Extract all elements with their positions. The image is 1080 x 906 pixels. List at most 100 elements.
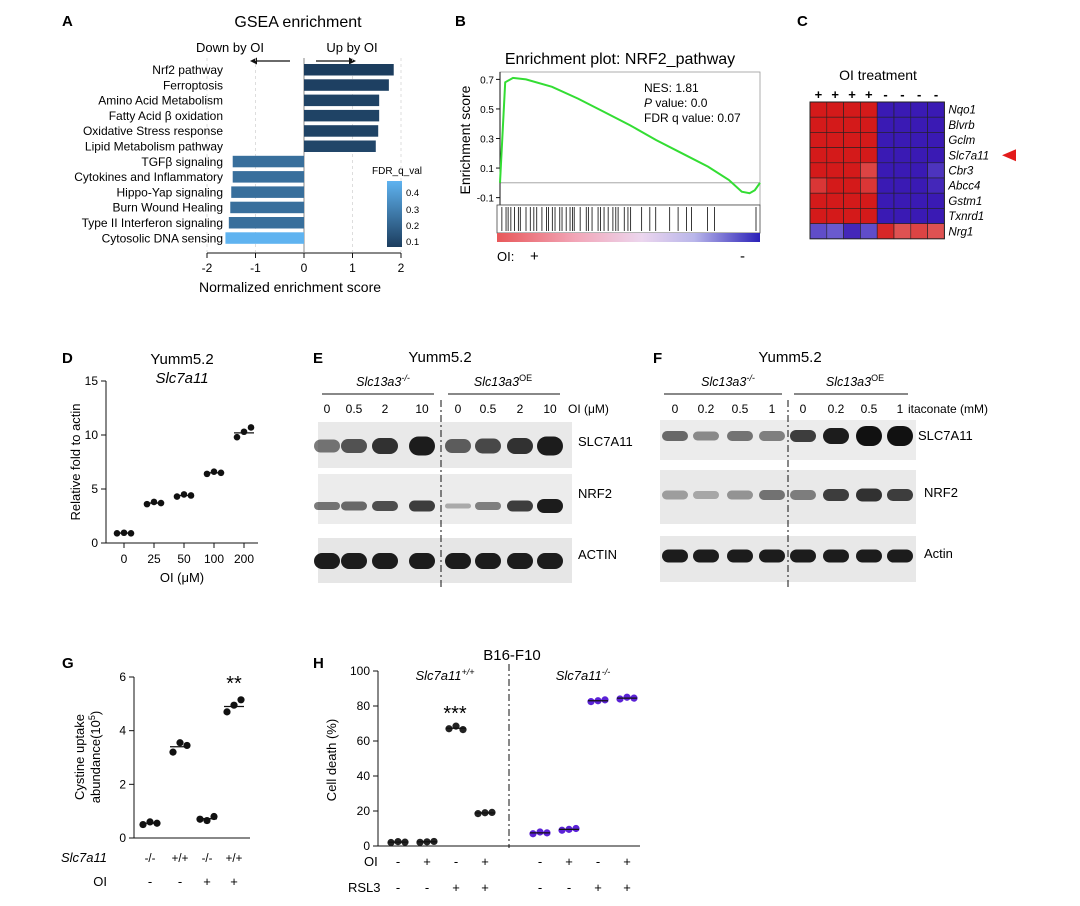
c-heatmap-cell: [843, 147, 861, 164]
fdr-legend-tick: 0.1: [406, 237, 419, 248]
c-heatmap-cell: [860, 101, 878, 118]
b-plot-frame: [499, 71, 761, 206]
e-band: [372, 501, 398, 511]
c-heatmap-cell: [893, 208, 912, 224]
up-by-oi-label: Up by OI: [326, 40, 377, 55]
d-x-tick-label: 200: [234, 552, 254, 566]
c-gene-label: Gclm: [948, 135, 975, 147]
a-bar: [304, 125, 379, 137]
h-y-tick-label: 40: [357, 769, 371, 783]
panel-d-gene: Slc7a11: [155, 370, 208, 387]
d-data-point: [210, 468, 218, 476]
f-group1-label: Slc13a3-/-: [701, 373, 755, 389]
e-band: [341, 501, 367, 511]
c-heatmap-cell: [860, 223, 878, 240]
f-band: [823, 549, 849, 563]
f-band: [759, 549, 785, 563]
g-y-tick-label: 6: [119, 670, 126, 684]
e-band: [341, 553, 367, 569]
c-heatmap-cell: [809, 208, 828, 224]
panel-e-title: Yumm5.2: [408, 349, 471, 366]
b-y-tick-label: 0.5: [480, 105, 494, 116]
h-condition-rows: - + - + - + - + - - + + - - + +: [396, 854, 631, 895]
e-band: [314, 553, 340, 569]
c-heatmap-cell: [809, 223, 828, 240]
a-x-axis-label: Normalized enrichment score: [199, 279, 381, 295]
b-rank-gradient: [497, 233, 760, 242]
c-heatmap-cell: [826, 177, 844, 194]
f-band: [887, 549, 913, 563]
c-heatmap-cell: [843, 208, 861, 224]
c-gene-labels: Nqo1 Blvrb Gclm Slc7a11 Cbr3 Abcc4 Gstm1 Txnrd1…: [947, 105, 989, 239]
a-bars: [225, 64, 394, 244]
e-group1-label: Slc13a3-/-: [356, 373, 410, 389]
c-heatmap-cell: [893, 192, 912, 209]
c-heatmap-cell: [927, 147, 945, 164]
h-data-point: [616, 695, 624, 703]
h-data-point: [587, 698, 595, 706]
d-x-tick-label: 25: [147, 552, 161, 566]
enrichment-curve: [499, 76, 761, 195]
e-lane-label: 0: [455, 402, 462, 416]
c-heatmap-cell: [860, 208, 878, 224]
f-lane-label: 0.2: [698, 402, 715, 416]
g-data-point: [139, 820, 147, 829]
c-heatmap-cell: [843, 101, 861, 118]
a-category-label: Ferroptosis: [163, 78, 223, 92]
c-heatmap-cell: [893, 162, 912, 179]
c-heatmap-cell: [927, 208, 945, 224]
d-data-point: [143, 500, 151, 508]
c-heatmap-cell: [826, 162, 844, 179]
d-data-point: [233, 433, 241, 441]
g-genotype-label: +/+: [226, 853, 243, 865]
c-treatment-sign: -: [934, 87, 938, 102]
f-band-label: SLC7A11: [918, 428, 973, 443]
c-heatmap-cell: [860, 116, 878, 133]
g-axes: 0 2 4 6: [119, 670, 250, 845]
panel-letter-h: H: [313, 655, 324, 672]
f-band: [790, 430, 816, 442]
c-heatmap-cell: [927, 116, 945, 133]
c-heatmap-cell: [826, 147, 844, 164]
a-category-label: Hippo-Yap signaling: [116, 185, 223, 199]
a-x-tick-label: -2: [202, 261, 213, 275]
c-treatment-sign: +: [865, 87, 873, 102]
d-data-point: [203, 470, 211, 478]
h-rsl3-sign: -: [538, 880, 542, 895]
panel-b: Enrichment plot: NRF2_pathway 0.70.50.30…: [457, 51, 761, 265]
h-group2-label: Slc7a11-/-: [556, 667, 611, 683]
e-band: [445, 553, 471, 569]
down-arrow-head: [250, 57, 257, 65]
a-x-tick-label: 1: [349, 261, 356, 275]
e-band: [475, 553, 501, 569]
d-x-axis-label: OI (μM): [160, 570, 204, 585]
nes-label: NES: 1.81: [644, 81, 699, 95]
h-group1-label: Slc7a11+/+: [415, 667, 474, 683]
c-heatmap-cell: [876, 192, 895, 209]
g-genotype-label: -/-: [145, 853, 156, 865]
h-y-tick-label: 80: [357, 699, 371, 713]
a-bar: [304, 79, 389, 91]
e-band: [537, 436, 563, 456]
c-gene-label: Blvrb: [948, 120, 975, 132]
e-lane-label: 2: [382, 402, 389, 416]
a-x-tick-label: -1: [250, 261, 261, 275]
e-band: [507, 500, 533, 512]
g-genotype-label: -/-: [202, 853, 213, 865]
h-rsl3-sign: -: [396, 880, 400, 895]
e-band: [537, 553, 563, 569]
a-bar: [230, 201, 304, 214]
c-heatmap-cell: [910, 147, 928, 164]
e-band: [445, 439, 471, 453]
g-oi-sign: +: [203, 874, 211, 889]
b-y-tick-label: 0.7: [480, 75, 494, 86]
c-heatmap-cell: [860, 132, 878, 148]
c-heatmap-cell: [809, 116, 828, 133]
h-oi-sign: -: [596, 854, 600, 869]
c-heatmap-cell: [876, 177, 895, 194]
c-heatmap-cell: [927, 177, 945, 194]
h-points: [387, 693, 638, 847]
f-lane-label: 1: [769, 402, 776, 416]
h-oi-sign: -: [454, 854, 458, 869]
d-y-tick-label: 0: [91, 536, 98, 550]
